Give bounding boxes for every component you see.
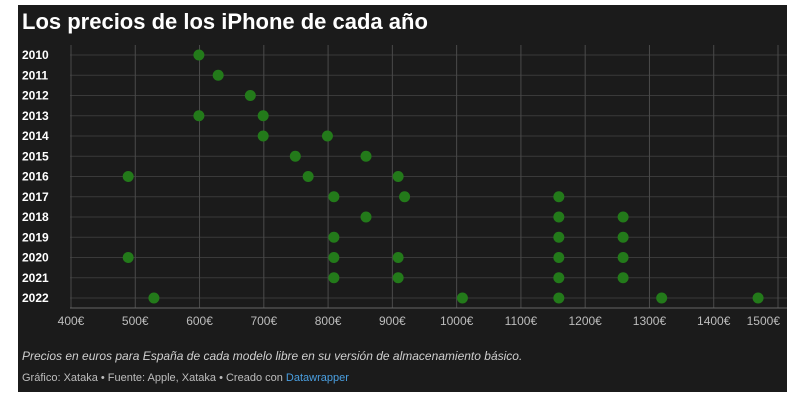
dot (257, 130, 269, 142)
chart-title: Los precios de los iPhone de cada año (22, 9, 428, 34)
dot (617, 211, 629, 223)
credit-text: Gráfico: Xataka • Fuente: Apple, Xataka … (22, 372, 283, 384)
dot (752, 292, 764, 304)
dot (193, 49, 205, 61)
y-tick-label: 2013 (22, 109, 49, 123)
x-tick-label: 1300€ (633, 314, 667, 328)
x-tick-label: 800€ (315, 314, 342, 328)
dot (656, 292, 668, 304)
y-tick-label: 2022 (22, 291, 49, 305)
dot (553, 272, 565, 284)
dot (244, 90, 256, 101)
x-tick-label: 1400€ (697, 314, 731, 328)
x-tick-label: 1200€ (568, 314, 602, 328)
dot (553, 252, 565, 263)
dot (399, 191, 411, 203)
x-tick-label: 1500€ (747, 314, 781, 328)
dot (328, 252, 340, 263)
dot (360, 150, 372, 162)
dot (328, 272, 340, 284)
y-tick-label: 2018 (22, 210, 49, 224)
dot (193, 110, 205, 122)
dot (289, 150, 301, 162)
dot (360, 211, 372, 223)
x-tick-label: 700€ (250, 314, 277, 328)
dot (122, 252, 134, 263)
x-tick-label: 1100€ (505, 314, 538, 328)
y-tick-label: 2021 (22, 271, 49, 285)
dot (212, 69, 224, 81)
dot (617, 252, 629, 263)
dot (617, 231, 629, 243)
credit: Gráfico: Xataka • Fuente: Apple, Xataka … (22, 372, 349, 384)
dot (328, 231, 340, 243)
y-tick-label: 2019 (22, 230, 49, 244)
x-tick-label: 500€ (122, 314, 149, 328)
x-tick-label: 900€ (379, 314, 406, 328)
y-tick-label: 2016 (22, 170, 49, 184)
y-tick-label: 2010 (22, 48, 49, 62)
x-tick-label: 1000€ (440, 314, 474, 328)
y-tick-label: 2015 (22, 149, 49, 163)
dot (148, 292, 160, 304)
dot (392, 272, 404, 284)
credit-link[interactable]: Datawrapper (286, 372, 349, 384)
x-tick-label: 400€ (58, 314, 85, 328)
dot (392, 171, 404, 182)
dot (257, 110, 269, 122)
y-tick-label: 2012 (22, 89, 49, 103)
dot (617, 272, 629, 284)
dot (553, 211, 565, 223)
note: Precios en euros para España de cada mod… (22, 349, 522, 363)
dot (553, 292, 565, 304)
dot (392, 252, 404, 263)
x-tick-label: 600€ (186, 314, 213, 328)
dot (321, 130, 333, 142)
y-tick-label: 2017 (22, 190, 49, 204)
dot (553, 231, 565, 243)
y-tick-label: 2014 (22, 129, 49, 143)
dot (122, 171, 134, 182)
y-tick-label: 2020 (22, 251, 49, 265)
dot (302, 171, 314, 182)
dot (456, 292, 468, 304)
dot (328, 191, 340, 203)
y-tick-label: 2011 (22, 68, 48, 82)
dot (553, 191, 565, 203)
